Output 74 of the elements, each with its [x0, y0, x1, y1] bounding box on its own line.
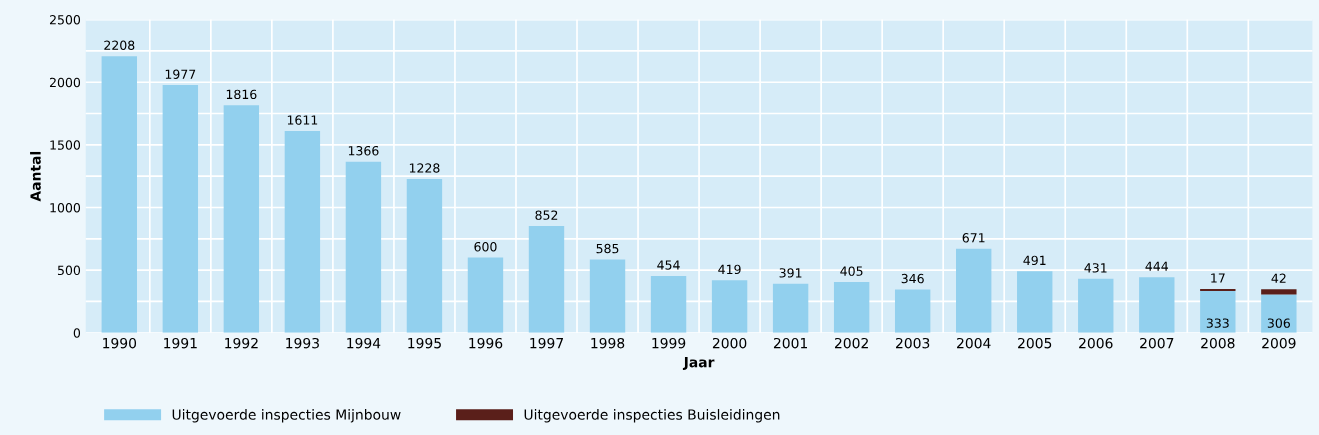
data-label: 1366: [348, 146, 379, 156]
data-label: 454: [657, 260, 680, 270]
bar: [467, 257, 504, 333]
data-label: 1228: [409, 163, 440, 173]
data-label: 42: [1271, 273, 1286, 283]
bar: [650, 275, 687, 333]
bar: [345, 161, 382, 333]
bar: [284, 130, 321, 333]
x-tick-label: 1998: [591, 337, 625, 349]
y-tick-label: 2000: [49, 77, 81, 88]
data-label: 1611: [287, 115, 318, 125]
x-tick-label: 2004: [957, 337, 991, 349]
data-label: 333: [1206, 318, 1229, 328]
x-tick-label: 1994: [347, 337, 381, 349]
bar: [589, 259, 626, 333]
bar: [956, 248, 992, 333]
x-tick-label: 2008: [1201, 337, 1235, 349]
data-label: 2208: [104, 40, 135, 50]
bar: [1017, 271, 1053, 333]
y-axis-title: Aantal: [30, 151, 41, 202]
x-tick-label: 1990: [103, 337, 137, 349]
x-tick-label: 2002: [834, 337, 868, 349]
legend-label: Uitgevoerde inspecties Mijnbouw: [172, 409, 401, 423]
bar: [101, 56, 137, 333]
x-tick-label: 1992: [225, 337, 258, 349]
y-tick-label: 2500: [49, 15, 81, 25]
data-label: 405: [840, 266, 863, 276]
data-label: 17: [1211, 273, 1225, 283]
bar: [772, 283, 809, 333]
x-tick-label: 2007: [1140, 337, 1174, 349]
legend-label: Uitgevoerde inspecties Buisleidingen: [524, 409, 780, 423]
bar: [1200, 288, 1236, 292]
bar: [162, 85, 199, 333]
x-tick-label: 2009: [1262, 337, 1296, 349]
bar: [894, 289, 931, 333]
bar: [1261, 294, 1297, 333]
data-label: 306: [1267, 318, 1290, 328]
y-tick-label: 1000: [50, 202, 81, 213]
data-label: 1816: [226, 89, 257, 100]
x-tick-label: 1997: [530, 337, 563, 349]
bar: [1261, 289, 1297, 295]
bar: [1139, 277, 1175, 333]
x-axis-title: Jaar: [682, 357, 715, 370]
y-tick-label: 500: [57, 265, 81, 276]
x-tick-label: 2001: [773, 337, 807, 349]
y-tick-label: 0: [73, 328, 81, 338]
bar: [1078, 278, 1114, 333]
x-tick-label: 1991: [164, 337, 197, 349]
data-label: 852: [535, 210, 558, 220]
data-label: 491: [1023, 255, 1046, 266]
bar: [833, 282, 870, 333]
data-label: 585: [596, 243, 619, 254]
bar: [1200, 291, 1236, 333]
bar: [528, 226, 565, 333]
bar: [406, 178, 443, 333]
x-tick-label: 1996: [469, 337, 503, 349]
x-tick-label: 2006: [1079, 337, 1113, 349]
data-label: 600: [474, 241, 497, 252]
x-tick-label: 2000: [712, 337, 747, 349]
x-tick-label: 1995: [408, 337, 441, 349]
data-label: 1977: [165, 69, 196, 79]
bar: [223, 105, 260, 333]
data-label: 671: [962, 233, 985, 243]
bar: [711, 280, 748, 333]
x-tick-label: 1993: [286, 337, 319, 349]
data-label: 346: [901, 273, 924, 284]
x-tick-label: 2005: [1018, 337, 1052, 349]
x-tick-label: 1999: [652, 337, 686, 349]
data-label: 431: [1084, 263, 1107, 273]
data-label: 444: [1145, 261, 1169, 271]
data-label: 419: [718, 264, 741, 275]
x-tick-label: 2003: [896, 337, 930, 349]
data-label: 391: [779, 268, 802, 278]
y-tick-label: 1500: [50, 140, 81, 150]
